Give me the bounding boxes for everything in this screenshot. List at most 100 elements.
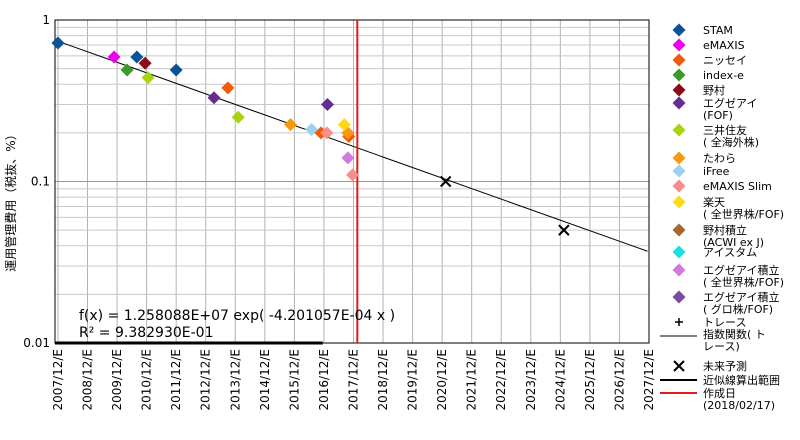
data-point (207, 91, 221, 105)
legend-label-line: eMAXIS (703, 39, 745, 52)
legend-marker (672, 245, 686, 259)
data-point (320, 126, 334, 140)
legend-item: 野村積立(ACWI ex J) (672, 223, 764, 249)
data-marks (51, 36, 570, 236)
legend-label-line: STAM (703, 24, 733, 37)
data-point (169, 63, 183, 77)
legend-label-line: エグゼアイ (703, 96, 757, 110)
legend-item: アイスタム (672, 245, 757, 259)
legend-item: STAM (672, 23, 733, 37)
legend-label: エグゼアイ積立( 全世界株/FOF) (703, 263, 784, 289)
legend-label-line: アイスタム (703, 246, 757, 259)
legend-label: eMAXIS (703, 39, 745, 52)
x-tick-label: 2025/12/E (583, 349, 597, 410)
legend-item: eMAXIS Slim (672, 179, 772, 193)
legend-label: iFree (703, 165, 730, 178)
data-point (51, 36, 65, 50)
y-tick-label: 0.01 (23, 336, 50, 350)
legend-label-line: レース) (703, 340, 740, 353)
x-marker-stroke (558, 224, 570, 236)
legend-label-line: 作成日 (703, 387, 736, 400)
x-tick-label: 2008/12/E (81, 349, 95, 410)
legend-label-line: エグゼアイ積立 (703, 290, 779, 304)
legend-label-line: 楽天 (703, 196, 725, 209)
legend-item: トレース指数関数( トレース) (660, 316, 766, 353)
legend-label-line: index-e (703, 69, 744, 82)
legend-label-line: (2018/02/17) (703, 399, 775, 412)
legend-item: エグゼアイ積立( 全世界株/FOF) (672, 263, 784, 289)
legend-marker (672, 83, 686, 97)
x-tick-label: 2014/12/E (258, 349, 272, 410)
legend-item: 近似線算出範囲 (660, 373, 780, 387)
legend-label-line: eMAXIS Slim (703, 180, 772, 193)
legend-marker (672, 53, 686, 67)
legend-marker (673, 360, 685, 372)
legend-label: アイスタム (703, 246, 757, 259)
x-tick-label: 2018/12/E (376, 349, 390, 410)
data-point (130, 50, 144, 64)
legend-marker (672, 151, 686, 165)
legend-label: トレース指数関数( トレース) (703, 316, 766, 353)
legend-item: 楽天( 全世界株/FOF) (672, 195, 784, 221)
x-tick-label: 2013/12/E (228, 349, 242, 410)
data-point (231, 110, 245, 124)
data-point (341, 151, 355, 165)
data-point (320, 97, 334, 111)
legend-label-line: 三井住友 (703, 123, 747, 137)
x-tick-label: 2019/12/E (406, 349, 420, 410)
legend-item: ニッセイ (672, 53, 747, 67)
y-axis-label: 運用管理費用（税抜、%） (3, 128, 18, 271)
legend-label: 野村 (703, 83, 725, 97)
trendline (54, 39, 648, 252)
legend-label-line: ( 全海外株) (703, 135, 759, 149)
legend-label: STAM (703, 24, 733, 37)
x-tick-label: 2010/12/E (140, 349, 154, 410)
legend-label-line: 指数関数( ト (703, 327, 766, 341)
legend-item: 未来予測 (673, 359, 747, 373)
trendline-r-squared: R² = 9.382930E-01 (79, 325, 213, 341)
legend-label: エグゼアイ積立( グロ株/FOF) (703, 290, 779, 316)
axes (54, 19, 650, 344)
legend-item: iFree (672, 164, 730, 178)
y-tick-label: 1 (42, 13, 50, 27)
legend-label: 野村積立(ACWI ex J) (703, 223, 764, 249)
legend-item: eMAXIS (672, 38, 745, 52)
legend-label-line: ニッセイ (703, 54, 747, 67)
legend-item: 野村 (672, 83, 725, 97)
legend-marker (672, 195, 686, 209)
grid (55, 20, 650, 344)
legend-label-line: 近似線算出範囲 (703, 373, 780, 387)
legend-label-line: ( 全世界株/FOF) (703, 275, 784, 289)
x-marker-stroke (673, 360, 685, 372)
data-point (341, 126, 355, 140)
tick-labels: 0.01 0.1 1 2007/12/E 2008/12/E 2009/12/E 2010/… (23, 13, 656, 410)
x-tick-label: 2023/12/E (524, 349, 538, 410)
legend-label-line: iFree (703, 165, 730, 178)
legend-label-line: 野村積立 (703, 223, 747, 237)
legend-label-line: ( グロ株/FOF) (703, 302, 773, 316)
x-marker-stroke (439, 175, 452, 188)
legend-marker (672, 38, 686, 52)
x-tick-label: 2007/12/E (51, 349, 65, 410)
legend-item: index-e (672, 68, 744, 82)
legend-label-line: たわら (703, 152, 736, 165)
plot-frame (54, 19, 650, 344)
legend-label-line: ( 全世界株/FOF) (703, 207, 784, 221)
legend-label-line: (FOF) (703, 109, 733, 122)
legend-marker (672, 263, 686, 277)
x-tick-label: 2009/12/E (110, 349, 124, 410)
data-point (346, 168, 360, 182)
x-tick-label: 2017/12/E (346, 349, 360, 410)
x-tick-label: 2015/12/E (287, 349, 301, 410)
data-point (138, 56, 152, 70)
data-point (221, 81, 235, 95)
y-tick-label: 0.1 (31, 175, 50, 189)
data-point (284, 118, 298, 132)
legend-label-line: 未来予測 (703, 359, 747, 373)
chart-lines (54, 20, 648, 345)
legend-label: たわら (703, 152, 736, 165)
data-point (107, 50, 121, 64)
data-point (141, 71, 155, 85)
legend-marker (672, 179, 686, 193)
legend-item: エグゼアイ(FOF) (672, 96, 757, 122)
